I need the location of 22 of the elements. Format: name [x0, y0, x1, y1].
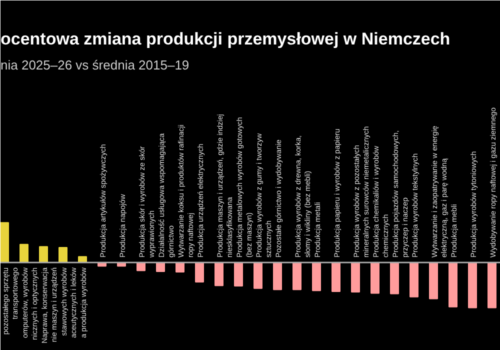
bar [410, 262, 418, 298]
bar [254, 262, 262, 289]
bar [390, 262, 399, 294]
chart-subtitle: nia 2025–26 vs średnia 2015–19 [0, 58, 190, 72]
bar [20, 244, 28, 263]
bar [214, 262, 224, 286]
bar [195, 262, 204, 282]
bar [0, 222, 9, 263]
bar [58, 247, 68, 263]
bar [234, 262, 243, 287]
bar [332, 262, 340, 292]
bar [370, 262, 380, 294]
bar [312, 262, 321, 292]
bar [292, 262, 302, 290]
chart-title: ocentowa zmiana produkcji przemysłowej w Niemczech [0, 30, 450, 48]
bar [39, 246, 48, 263]
bar [273, 262, 282, 290]
bar [468, 262, 477, 308]
bar [351, 262, 360, 292]
bar [448, 262, 458, 308]
bar [429, 262, 438, 300]
bar [488, 262, 496, 308]
